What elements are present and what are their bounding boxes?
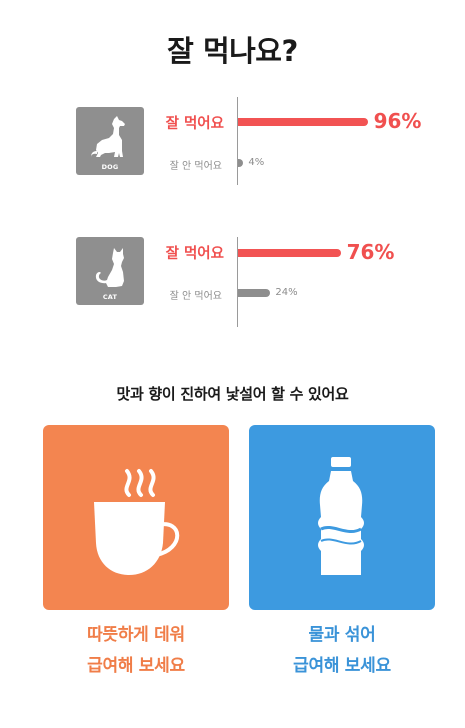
bar-dog-does-not-eat [238, 159, 244, 167]
mix-tip-line2: 급여해 보세요 [293, 656, 391, 676]
dog-tile: DOG [76, 107, 144, 175]
dog-does-not-eat-label: 잘 안 먹어요 [169, 161, 222, 172]
warm-up-tip-line1: 따뜻하게 데워 [87, 625, 185, 645]
water-bottle-icon [318, 457, 364, 575]
axis-baseline-dog [237, 97, 238, 185]
dog-eats-well-label: 잘 먹어요 [165, 116, 224, 132]
cat-does-not-eat-label: 잘 안 먹어요 [169, 291, 222, 302]
bar-cat-does-not-eat [238, 289, 271, 297]
warm-up-tip-line2: 급여해 보세요 [87, 656, 185, 676]
mix-tip-line1: 물과 섞어 [308, 625, 376, 645]
value-dog-does-not-eat: 4% [248, 157, 265, 168]
cat-icon [95, 248, 124, 287]
dog-caption: DOG [101, 163, 119, 171]
cat-tile: CAT [76, 237, 144, 305]
dog-icon [91, 116, 125, 158]
bar-dog-eats-well [238, 118, 368, 126]
coffee-cup-icon [94, 469, 180, 575]
section-subtitle: 맛과 향이 진하여 낯설어 할 수 있어요 [116, 385, 349, 403]
value-dog-eats-well: 96% [373, 109, 422, 133]
value-cat-does-not-eat: 24% [275, 287, 298, 298]
bar-cat-eats-well [238, 249, 341, 257]
cat-eats-well-label: 잘 먹어요 [165, 246, 224, 262]
axis-baseline-cat [237, 237, 238, 327]
page-title: 잘 먹나요? [167, 34, 298, 68]
warm-up-tip-card [43, 425, 229, 610]
mix-with-water-tip-card [249, 425, 435, 610]
value-cat-eats-well: 76% [346, 240, 395, 264]
cat-caption: CAT [102, 293, 118, 301]
